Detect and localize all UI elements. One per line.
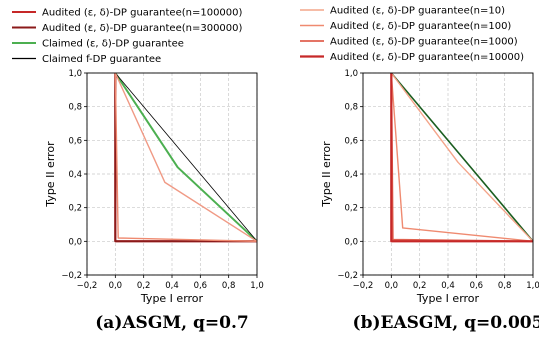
x-tick-label: 0,2 — [137, 281, 151, 291]
series-line-3 — [114, 72, 258, 243]
y-tick-label: 0,4 — [344, 170, 358, 180]
y-tick-label: 0,6 — [68, 136, 82, 146]
x-axis-label: Type I error — [140, 292, 204, 305]
series-line-2 — [390, 72, 534, 242]
legend-entry: Audited (ε, δ)-DP guarantee(n=300000) — [42, 23, 243, 34]
series-line-3 — [390, 72, 534, 242]
x-axis-label: Type I error — [416, 292, 480, 305]
y-tick-label: 0,6 — [344, 136, 358, 146]
y-axis-label: Type II error — [44, 141, 57, 208]
x-tick-label: 0,0 — [109, 281, 123, 291]
legend-entry: Claimed f-DP guarantee — [42, 54, 161, 65]
legend-entry: Claimed (ε, δ)-DP guarantee — [42, 39, 184, 50]
series-line-6 — [390, 73, 533, 243]
series-line-6 — [114, 72, 258, 242]
y-tick-label: −0,2 — [337, 271, 358, 281]
x-tick-label: 1,0 — [250, 281, 264, 291]
panel-caption: (b)EASGM, q=0.005 — [353, 313, 539, 333]
series-line-4 — [114, 72, 258, 242]
x-tick-label: −0,2 — [353, 281, 374, 291]
y-tick-label: 0,4 — [68, 170, 82, 180]
x-tick-label: 0,8 — [222, 281, 236, 291]
series-line-5 — [114, 72, 258, 242]
legend-entry: Audited (ε, δ)-DP guarantee(n=100) — [330, 21, 511, 32]
y-tick-label: 1,0 — [344, 69, 358, 79]
plot-frame — [362, 72, 534, 276]
panel-caption: (a)ASGM, q=0.7 — [95, 313, 248, 333]
x-tick-label: 0,6 — [470, 281, 484, 291]
y-tick-label: −0,2 — [61, 271, 82, 281]
x-tick-label: 0,4 — [165, 281, 179, 291]
y-tick-label: 0,8 — [344, 103, 358, 113]
series-line-2 — [114, 73, 257, 243]
y-tick-label: 0,8 — [68, 103, 82, 113]
y-tick-label: 0,2 — [344, 204, 358, 214]
x-tick-label: −0,2 — [77, 281, 98, 291]
plot-frame — [86, 72, 258, 276]
legend-entry: Audited (ε, δ)-DP guarantee(n=10000) — [330, 52, 524, 63]
x-tick-label: 0,8 — [498, 281, 512, 291]
x-tick-label: 1,0 — [526, 281, 539, 291]
legend-entry: Audited (ε, δ)-DP guarantee(n=100000) — [42, 8, 243, 19]
y-tick-label: 0,0 — [68, 237, 82, 247]
x-tick-label: 0,2 — [413, 281, 427, 291]
y-axis-label: Type II error — [320, 141, 333, 208]
legend-entry: Audited (ε, δ)-DP guarantee(n=1000) — [330, 37, 518, 48]
chart-panel-1: −0,2−0,2 0,0 0,0 0,2 0,2 0,4 0,4 0,6 0,6 0,8 0,8 1,… — [12, 8, 264, 333]
chart-panel-2: −0,2−0,2 0,0 0,0 0,2 0,2 0,4 0,4 0,6 0,6 0,8 0,8 1,… — [300, 6, 539, 333]
legend-entry: Audited (ε, δ)-DP guarantee(n=10) — [330, 6, 505, 17]
x-tick-label: 0,6 — [194, 281, 208, 291]
series-line-4 — [390, 72, 534, 242]
x-tick-label: 0,4 — [441, 281, 455, 291]
y-tick-label: 0,2 — [68, 204, 82, 214]
y-tick-label: 1,0 — [68, 69, 82, 79]
x-tick-label: 0,0 — [385, 281, 399, 291]
y-tick-label: 0,0 — [344, 237, 358, 247]
